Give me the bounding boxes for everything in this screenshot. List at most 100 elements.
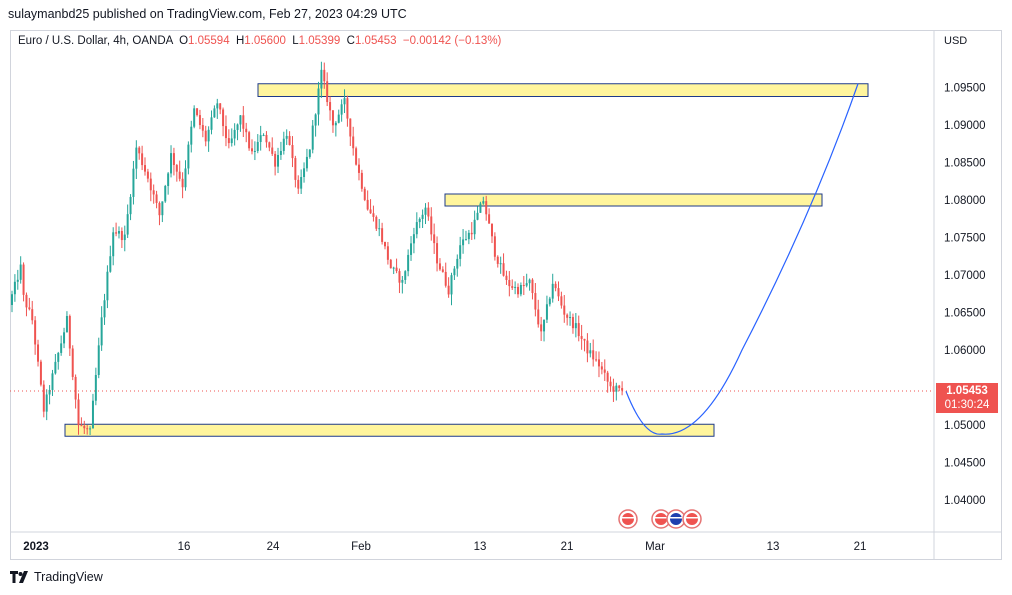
time-tick-label[interactable]: 16 bbox=[178, 541, 191, 553]
low-label: L bbox=[292, 35, 299, 47]
candle-body bbox=[522, 285, 525, 287]
candle-body bbox=[45, 394, 48, 412]
candle-body bbox=[589, 350, 592, 354]
candle-body bbox=[444, 271, 447, 286]
time-tick-label[interactable]: Mar bbox=[645, 541, 665, 553]
time-tick-label[interactable]: 2023 bbox=[23, 541, 49, 553]
candle-body bbox=[554, 283, 557, 289]
candle-body bbox=[22, 264, 25, 295]
tradingview-footer[interactable]: TradingView bbox=[10, 570, 103, 584]
price-tick-label[interactable]: 1.07500 bbox=[944, 233, 986, 245]
candle-body bbox=[551, 283, 554, 299]
candle-body bbox=[161, 201, 164, 216]
candle-body bbox=[430, 216, 433, 235]
candle-body bbox=[534, 293, 537, 310]
candle-body bbox=[511, 286, 514, 288]
candle-body bbox=[600, 366, 603, 370]
price-tick-label[interactable]: 1.05000 bbox=[944, 420, 986, 432]
time-tick-label[interactable]: 24 bbox=[267, 541, 280, 553]
candle-body bbox=[531, 279, 534, 294]
candle-body bbox=[65, 316, 68, 333]
low-value: 1.05399 bbox=[298, 35, 341, 47]
candle-body bbox=[91, 400, 94, 429]
price-tick-label[interactable]: 1.09000 bbox=[944, 120, 986, 132]
candle-body bbox=[603, 369, 606, 373]
candle-body bbox=[305, 156, 308, 169]
candle-body bbox=[13, 281, 16, 295]
price-tick-label[interactable]: 1.06500 bbox=[944, 308, 986, 320]
currency-label[interactable]: USD bbox=[944, 35, 968, 47]
candle-body bbox=[560, 296, 563, 306]
candle-body bbox=[288, 135, 291, 146]
time-tick-label[interactable]: 21 bbox=[854, 541, 867, 553]
candle-body bbox=[540, 324, 543, 332]
candle-body bbox=[60, 343, 63, 353]
resistance-zone-upper[interactable] bbox=[257, 83, 869, 97]
candle-body bbox=[543, 319, 546, 332]
candle-body bbox=[482, 201, 485, 204]
candle-body bbox=[574, 323, 577, 329]
time-tick-label[interactable]: 21 bbox=[561, 541, 574, 553]
resistance-zone-middle[interactable] bbox=[444, 193, 823, 207]
candle-body bbox=[340, 104, 343, 115]
candle-body bbox=[233, 129, 236, 139]
candle-body bbox=[242, 115, 245, 129]
projection-curve[interactable] bbox=[625, 83, 859, 435]
candle-body bbox=[612, 386, 615, 392]
candle-body bbox=[378, 228, 381, 230]
candle-body bbox=[352, 136, 355, 149]
candle-body bbox=[357, 164, 360, 173]
price-tick-label[interactable]: 1.08500 bbox=[944, 158, 986, 170]
support-zone[interactable] bbox=[64, 423, 715, 437]
candle-body bbox=[464, 239, 467, 241]
candle-body bbox=[256, 141, 259, 151]
candle-body bbox=[184, 168, 187, 188]
candle-body bbox=[571, 317, 574, 329]
candle-body bbox=[239, 115, 242, 125]
candle-body bbox=[210, 117, 213, 130]
candle-body bbox=[467, 232, 470, 240]
event-flag-us-stripe bbox=[686, 517, 698, 519]
candle-body bbox=[438, 263, 441, 270]
candle-body bbox=[265, 134, 268, 143]
candle-body bbox=[323, 69, 326, 82]
price-tick-label[interactable]: 1.04500 bbox=[944, 458, 986, 470]
candle-body bbox=[479, 203, 482, 213]
candle-body bbox=[25, 294, 28, 308]
candle-body bbox=[580, 336, 583, 339]
candle-body bbox=[418, 218, 421, 223]
price-tick-label[interactable]: 1.04000 bbox=[944, 495, 986, 507]
candle-body bbox=[268, 142, 271, 148]
time-tick-label[interactable]: Feb bbox=[351, 541, 371, 553]
candle-body bbox=[167, 173, 170, 186]
candle-body bbox=[433, 234, 436, 244]
candle-body bbox=[279, 150, 282, 156]
published-by-line: sulaymanbd25 published on TradingView.co… bbox=[8, 7, 407, 21]
event-flag-us-stripe bbox=[622, 517, 634, 519]
price-tick-label[interactable]: 1.09500 bbox=[944, 83, 986, 95]
candle-body bbox=[311, 125, 314, 150]
time-tick-label[interactable]: 13 bbox=[474, 541, 487, 553]
candle-body bbox=[583, 338, 586, 341]
candle-body bbox=[103, 300, 106, 318]
price-tick-label[interactable]: 1.08000 bbox=[944, 195, 986, 207]
candle-body bbox=[158, 202, 161, 216]
candle-body bbox=[285, 135, 288, 139]
time-tick-label[interactable]: 13 bbox=[767, 541, 780, 553]
candle-body bbox=[271, 147, 274, 154]
candle-body bbox=[606, 372, 609, 382]
candle-body bbox=[470, 232, 473, 235]
event-flag-us-inner bbox=[655, 513, 667, 525]
symbol-title[interactable]: Euro / U.S. Dollar, 4h, OANDA bbox=[18, 35, 173, 47]
candle-body bbox=[11, 294, 13, 305]
last-price-value: 1.05453 bbox=[946, 385, 988, 397]
price-tick-label[interactable]: 1.07000 bbox=[944, 270, 986, 282]
price-tick-label[interactable]: 1.06000 bbox=[944, 345, 986, 357]
candle-body bbox=[453, 268, 456, 276]
change-value: −0.00142 (−0.13%) bbox=[402, 35, 502, 47]
high-label: H bbox=[235, 35, 245, 47]
candle-body bbox=[213, 108, 216, 118]
candle-body bbox=[346, 98, 349, 119]
candle-body bbox=[499, 263, 502, 265]
